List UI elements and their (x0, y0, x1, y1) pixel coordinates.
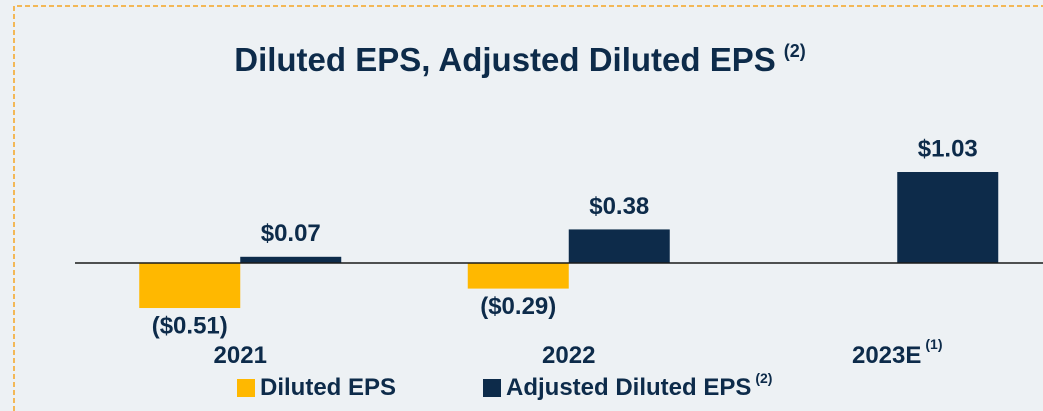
value-label: $0.07 (261, 220, 321, 247)
category: 2022 (542, 342, 595, 369)
chart-title: Diluted EPS, Adjusted Diluted EPS (2) (234, 41, 806, 78)
category-note: (1) (925, 336, 942, 352)
x-tick-label: 2021 (214, 342, 267, 369)
value-label: ($0.51) (152, 312, 228, 339)
legend-swatch (237, 379, 255, 397)
frame (13, 5, 1043, 411)
value-label: ($0.29) (480, 293, 556, 320)
bar (897, 172, 999, 263)
value-label: $0.38 (589, 193, 649, 220)
title-note: (2) (784, 41, 806, 61)
title-text: Diluted EPS, Adjusted Diluted EPS (234, 41, 776, 78)
x-tick-label: 2022 (542, 342, 595, 369)
category: 2023E (852, 342, 921, 369)
legend-label: Diluted EPS (260, 374, 396, 401)
legend-note: (2) (755, 370, 772, 386)
legend-name: Diluted EPS (260, 374, 396, 401)
legend-label: Adjusted Diluted EPS (2) (506, 370, 772, 402)
bar (568, 229, 670, 263)
value-label: $1.03 (918, 135, 978, 162)
bar (240, 256, 342, 263)
legend-name: Adjusted Diluted EPS (506, 374, 751, 401)
bar (139, 262, 241, 309)
legend-swatch (483, 379, 501, 397)
x-tick-label: 2023E (1) (852, 336, 943, 370)
bar (467, 262, 569, 289)
category: 2021 (214, 342, 267, 369)
